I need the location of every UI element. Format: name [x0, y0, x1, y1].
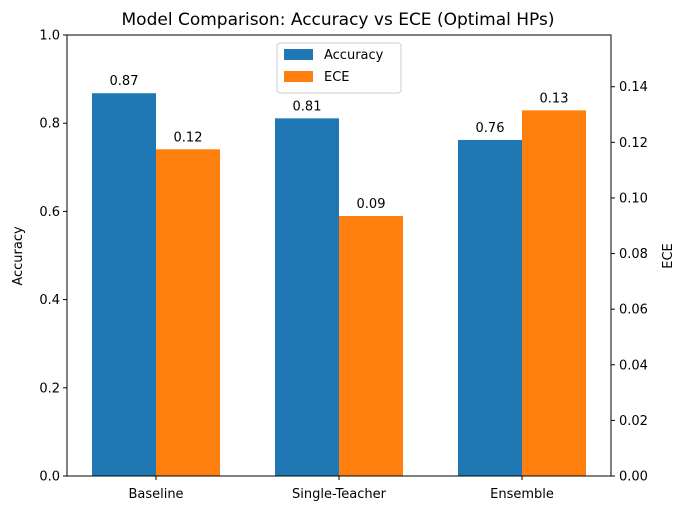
- y2-tick-label: 0.14: [619, 80, 648, 95]
- y-tick-label: 0.0: [39, 470, 60, 485]
- right-y-ticks: 0.00 0.02 0.04 0.06 0.08 0.10 0.12 0.14: [611, 80, 648, 485]
- bars-group: [92, 93, 586, 477]
- y2-tick-label: 0.10: [619, 191, 648, 206]
- y2-tick-label: 0.04: [619, 358, 648, 373]
- legend-label: Accuracy: [324, 48, 384, 63]
- x-tick-label: Single-Teacher: [292, 487, 387, 502]
- y-tick-label: 0.4: [39, 293, 60, 308]
- bar-accuracy-baseline: [92, 93, 156, 476]
- data-label: 0.87: [110, 74, 139, 89]
- y-tick-label: 0.8: [39, 117, 60, 132]
- legend-swatch: [284, 49, 313, 60]
- data-label: 0.81: [293, 99, 322, 114]
- chart-title: Model Comparison: Accuracy vs ECE (Optim…: [122, 10, 555, 30]
- y2-tick-label: 0.08: [619, 247, 648, 262]
- y2-tick-label: 0.02: [619, 414, 648, 429]
- x-tick-label: Ensemble: [490, 487, 554, 502]
- bar-ece-single-teacher: [339, 216, 403, 477]
- bar-accuracy-ensemble: [458, 139, 522, 476]
- bar-accuracy-single-teacher: [275, 118, 339, 476]
- legend-swatch: [284, 71, 313, 82]
- y2-tick-label: 0.00: [619, 470, 648, 485]
- x-ticks: Baseline Single-Teacher Ensemble: [128, 476, 554, 502]
- data-label: 0.76: [476, 121, 505, 136]
- data-label: 0.09: [357, 197, 386, 212]
- right-y-axis-label: ECE: [661, 243, 676, 269]
- bar-ece-ensemble: [522, 110, 586, 476]
- x-tick-label: Baseline: [128, 487, 183, 502]
- y2-tick-label: 0.06: [619, 303, 648, 318]
- y-tick-label: 1.0: [39, 29, 60, 44]
- data-labels-group: 0.87 0.81 0.76 0.12 0.09 0.13: [110, 74, 569, 212]
- data-label: 0.13: [540, 91, 569, 106]
- y-tick-label: 0.6: [39, 205, 60, 220]
- data-label: 0.12: [174, 130, 203, 145]
- left-y-ticks: 0.0 0.2 0.4 0.6 0.8 1.0: [39, 29, 67, 485]
- y-tick-label: 0.2: [39, 381, 60, 396]
- bar-ece-baseline: [156, 149, 220, 476]
- legend: Accuracy ECE: [276, 42, 402, 94]
- legend-label: ECE: [324, 70, 350, 85]
- left-y-axis-label: Accuracy: [11, 226, 26, 286]
- y2-tick-label: 0.12: [619, 136, 648, 151]
